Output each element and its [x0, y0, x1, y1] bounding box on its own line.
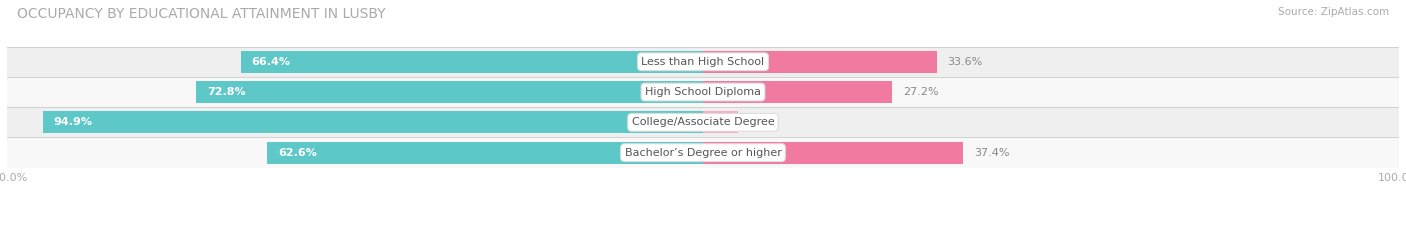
Text: 27.2%: 27.2% — [903, 87, 938, 97]
Text: High School Diploma: High School Diploma — [645, 87, 761, 97]
Bar — [703, 111, 738, 133]
Text: College/Associate Degree: College/Associate Degree — [631, 117, 775, 127]
Text: Source: ZipAtlas.com: Source: ZipAtlas.com — [1278, 7, 1389, 17]
Bar — [703, 51, 936, 73]
Text: 37.4%: 37.4% — [974, 148, 1010, 158]
Bar — [267, 142, 703, 164]
Text: Bachelor’s Degree or higher: Bachelor’s Degree or higher — [624, 148, 782, 158]
Text: 94.9%: 94.9% — [53, 117, 91, 127]
Bar — [42, 111, 703, 133]
Text: 66.4%: 66.4% — [252, 57, 290, 67]
Text: 5.1%: 5.1% — [749, 117, 778, 127]
Text: 62.6%: 62.6% — [278, 148, 316, 158]
Bar — [240, 51, 703, 73]
Text: OCCUPANCY BY EDUCATIONAL ATTAINMENT IN LUSBY: OCCUPANCY BY EDUCATIONAL ATTAINMENT IN L… — [17, 7, 385, 21]
Bar — [703, 142, 963, 164]
Text: Less than High School: Less than High School — [641, 57, 765, 67]
Bar — [703, 81, 893, 103]
Bar — [7, 137, 1399, 168]
Bar — [197, 81, 703, 103]
Bar — [7, 77, 1399, 107]
Bar — [7, 107, 1399, 137]
Text: 72.8%: 72.8% — [207, 87, 246, 97]
Text: 33.6%: 33.6% — [948, 57, 983, 67]
Bar — [7, 47, 1399, 77]
